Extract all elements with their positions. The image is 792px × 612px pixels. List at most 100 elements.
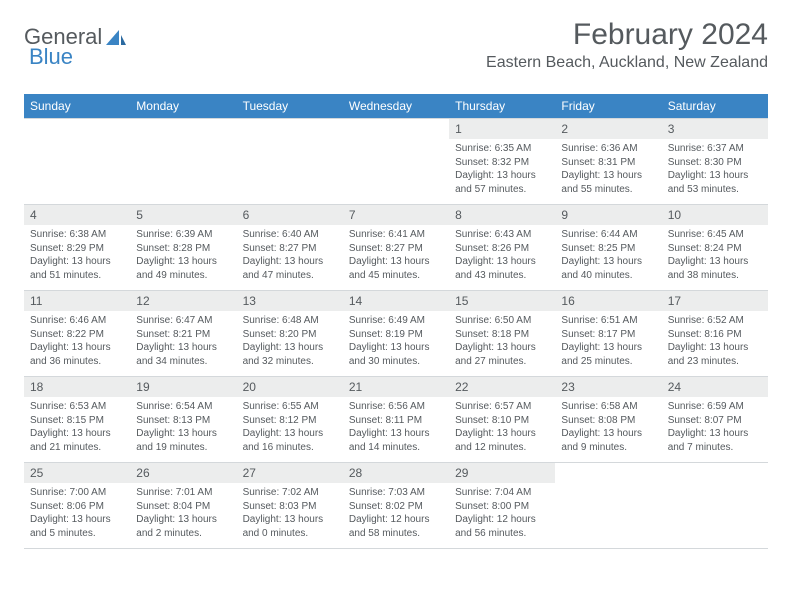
calendar-day: 26Sunrise: 7:01 AMSunset: 8:04 PMDayligh…	[130, 463, 236, 549]
page-header: General February 2024 Eastern Beach, Auc…	[24, 18, 768, 72]
calendar-day: 9Sunrise: 6:44 AMSunset: 8:25 PMDaylight…	[555, 205, 661, 291]
day-number: 5	[130, 205, 236, 225]
day-number: 20	[237, 377, 343, 397]
calendar-day: 17Sunrise: 6:52 AMSunset: 8:16 PMDayligh…	[662, 291, 768, 377]
day-number: 14	[343, 291, 449, 311]
day-details: Sunrise: 6:37 AMSunset: 8:30 PMDaylight:…	[662, 139, 768, 200]
day-number: 1	[449, 119, 555, 139]
day-details: Sunrise: 7:01 AMSunset: 8:04 PMDaylight:…	[130, 483, 236, 544]
day-number: 22	[449, 377, 555, 397]
day-details: Sunrise: 6:52 AMSunset: 8:16 PMDaylight:…	[662, 311, 768, 372]
day-details: Sunrise: 6:44 AMSunset: 8:25 PMDaylight:…	[555, 225, 661, 286]
day-details: Sunrise: 6:59 AMSunset: 8:07 PMDaylight:…	[662, 397, 768, 458]
day-number: 29	[449, 463, 555, 483]
calendar-day: 11Sunrise: 6:46 AMSunset: 8:22 PMDayligh…	[24, 291, 130, 377]
day-number: 15	[449, 291, 555, 311]
calendar-day: 27Sunrise: 7:02 AMSunset: 8:03 PMDayligh…	[237, 463, 343, 549]
day-number: 23	[555, 377, 661, 397]
day-number: 21	[343, 377, 449, 397]
day-number: 11	[24, 291, 130, 311]
day-details: Sunrise: 6:36 AMSunset: 8:31 PMDaylight:…	[555, 139, 661, 200]
calendar-day: 13Sunrise: 6:48 AMSunset: 8:20 PMDayligh…	[237, 291, 343, 377]
day-details: Sunrise: 6:56 AMSunset: 8:11 PMDaylight:…	[343, 397, 449, 458]
calendar-day-blank	[555, 463, 661, 549]
logo-sail-icon	[105, 29, 127, 47]
day-number: 10	[662, 205, 768, 225]
location: Eastern Beach, Auckland, New Zealand	[486, 54, 768, 72]
calendar-day-blank	[343, 119, 449, 205]
calendar-day: 22Sunrise: 6:57 AMSunset: 8:10 PMDayligh…	[449, 377, 555, 463]
day-number: 24	[662, 377, 768, 397]
calendar-day: 14Sunrise: 6:49 AMSunset: 8:19 PMDayligh…	[343, 291, 449, 377]
calendar-day: 25Sunrise: 7:00 AMSunset: 8:06 PMDayligh…	[24, 463, 130, 549]
calendar-day: 10Sunrise: 6:45 AMSunset: 8:24 PMDayligh…	[662, 205, 768, 291]
calendar-day: 28Sunrise: 7:03 AMSunset: 8:02 PMDayligh…	[343, 463, 449, 549]
calendar-day-blank	[24, 119, 130, 205]
day-details: Sunrise: 6:39 AMSunset: 8:28 PMDaylight:…	[130, 225, 236, 286]
day-details: Sunrise: 6:35 AMSunset: 8:32 PMDaylight:…	[449, 139, 555, 200]
calendar-day-blank	[662, 463, 768, 549]
calendar-day: 1Sunrise: 6:35 AMSunset: 8:32 PMDaylight…	[449, 119, 555, 205]
calendar-day: 24Sunrise: 6:59 AMSunset: 8:07 PMDayligh…	[662, 377, 768, 463]
day-details: Sunrise: 6:38 AMSunset: 8:29 PMDaylight:…	[24, 225, 130, 286]
calendar-day: 21Sunrise: 6:56 AMSunset: 8:11 PMDayligh…	[343, 377, 449, 463]
calendar-page: General February 2024 Eastern Beach, Auc…	[0, 0, 792, 549]
calendar-day: 2Sunrise: 6:36 AMSunset: 8:31 PMDaylight…	[555, 119, 661, 205]
day-details: Sunrise: 6:50 AMSunset: 8:18 PMDaylight:…	[449, 311, 555, 372]
day-number: 17	[662, 291, 768, 311]
logo-text-2: Blue	[29, 44, 73, 70]
day-details: Sunrise: 6:53 AMSunset: 8:15 PMDaylight:…	[24, 397, 130, 458]
day-header: Tuesday	[237, 94, 343, 119]
calendar-row: 1Sunrise: 6:35 AMSunset: 8:32 PMDaylight…	[24, 119, 768, 205]
day-details: Sunrise: 7:02 AMSunset: 8:03 PMDaylight:…	[237, 483, 343, 544]
day-number: 9	[555, 205, 661, 225]
calendar-day: 4Sunrise: 6:38 AMSunset: 8:29 PMDaylight…	[24, 205, 130, 291]
day-details: Sunrise: 6:45 AMSunset: 8:24 PMDaylight:…	[662, 225, 768, 286]
calendar-day: 6Sunrise: 6:40 AMSunset: 8:27 PMDaylight…	[237, 205, 343, 291]
calendar-row: 25Sunrise: 7:00 AMSunset: 8:06 PMDayligh…	[24, 463, 768, 549]
day-details: Sunrise: 7:03 AMSunset: 8:02 PMDaylight:…	[343, 483, 449, 544]
day-details: Sunrise: 6:54 AMSunset: 8:13 PMDaylight:…	[130, 397, 236, 458]
day-number: 25	[24, 463, 130, 483]
calendar-row: 4Sunrise: 6:38 AMSunset: 8:29 PMDaylight…	[24, 205, 768, 291]
calendar-table: SundayMondayTuesdayWednesdayThursdayFrid…	[24, 94, 768, 549]
calendar-row: 18Sunrise: 6:53 AMSunset: 8:15 PMDayligh…	[24, 377, 768, 463]
calendar-day: 23Sunrise: 6:58 AMSunset: 8:08 PMDayligh…	[555, 377, 661, 463]
day-number: 3	[662, 119, 768, 139]
day-number: 19	[130, 377, 236, 397]
calendar-day-blank	[130, 119, 236, 205]
day-header: Monday	[130, 94, 236, 119]
calendar-day: 8Sunrise: 6:43 AMSunset: 8:26 PMDaylight…	[449, 205, 555, 291]
day-number: 8	[449, 205, 555, 225]
day-number: 27	[237, 463, 343, 483]
day-header: Sunday	[24, 94, 130, 119]
calendar-day: 15Sunrise: 6:50 AMSunset: 8:18 PMDayligh…	[449, 291, 555, 377]
month-title: February 2024	[486, 18, 768, 52]
calendar-day: 12Sunrise: 6:47 AMSunset: 8:21 PMDayligh…	[130, 291, 236, 377]
day-details: Sunrise: 6:57 AMSunset: 8:10 PMDaylight:…	[449, 397, 555, 458]
calendar-day-blank	[237, 119, 343, 205]
day-details: Sunrise: 6:43 AMSunset: 8:26 PMDaylight:…	[449, 225, 555, 286]
day-number: 28	[343, 463, 449, 483]
day-details: Sunrise: 6:47 AMSunset: 8:21 PMDaylight:…	[130, 311, 236, 372]
day-details: Sunrise: 6:55 AMSunset: 8:12 PMDaylight:…	[237, 397, 343, 458]
day-number: 6	[237, 205, 343, 225]
title-block: February 2024 Eastern Beach, Auckland, N…	[486, 18, 768, 72]
day-details: Sunrise: 6:40 AMSunset: 8:27 PMDaylight:…	[237, 225, 343, 286]
day-details: Sunrise: 6:51 AMSunset: 8:17 PMDaylight:…	[555, 311, 661, 372]
day-header: Thursday	[449, 94, 555, 119]
day-details: Sunrise: 6:46 AMSunset: 8:22 PMDaylight:…	[24, 311, 130, 372]
calendar-day: 18Sunrise: 6:53 AMSunset: 8:15 PMDayligh…	[24, 377, 130, 463]
calendar-day: 20Sunrise: 6:55 AMSunset: 8:12 PMDayligh…	[237, 377, 343, 463]
calendar-day: 7Sunrise: 6:41 AMSunset: 8:27 PMDaylight…	[343, 205, 449, 291]
day-header: Wednesday	[343, 94, 449, 119]
day-details: Sunrise: 7:04 AMSunset: 8:00 PMDaylight:…	[449, 483, 555, 544]
day-number: 7	[343, 205, 449, 225]
day-number: 16	[555, 291, 661, 311]
day-number: 2	[555, 119, 661, 139]
calendar-row: 11Sunrise: 6:46 AMSunset: 8:22 PMDayligh…	[24, 291, 768, 377]
day-number: 4	[24, 205, 130, 225]
day-number: 12	[130, 291, 236, 311]
day-header-row: SundayMondayTuesdayWednesdayThursdayFrid…	[24, 94, 768, 119]
day-details: Sunrise: 6:48 AMSunset: 8:20 PMDaylight:…	[237, 311, 343, 372]
